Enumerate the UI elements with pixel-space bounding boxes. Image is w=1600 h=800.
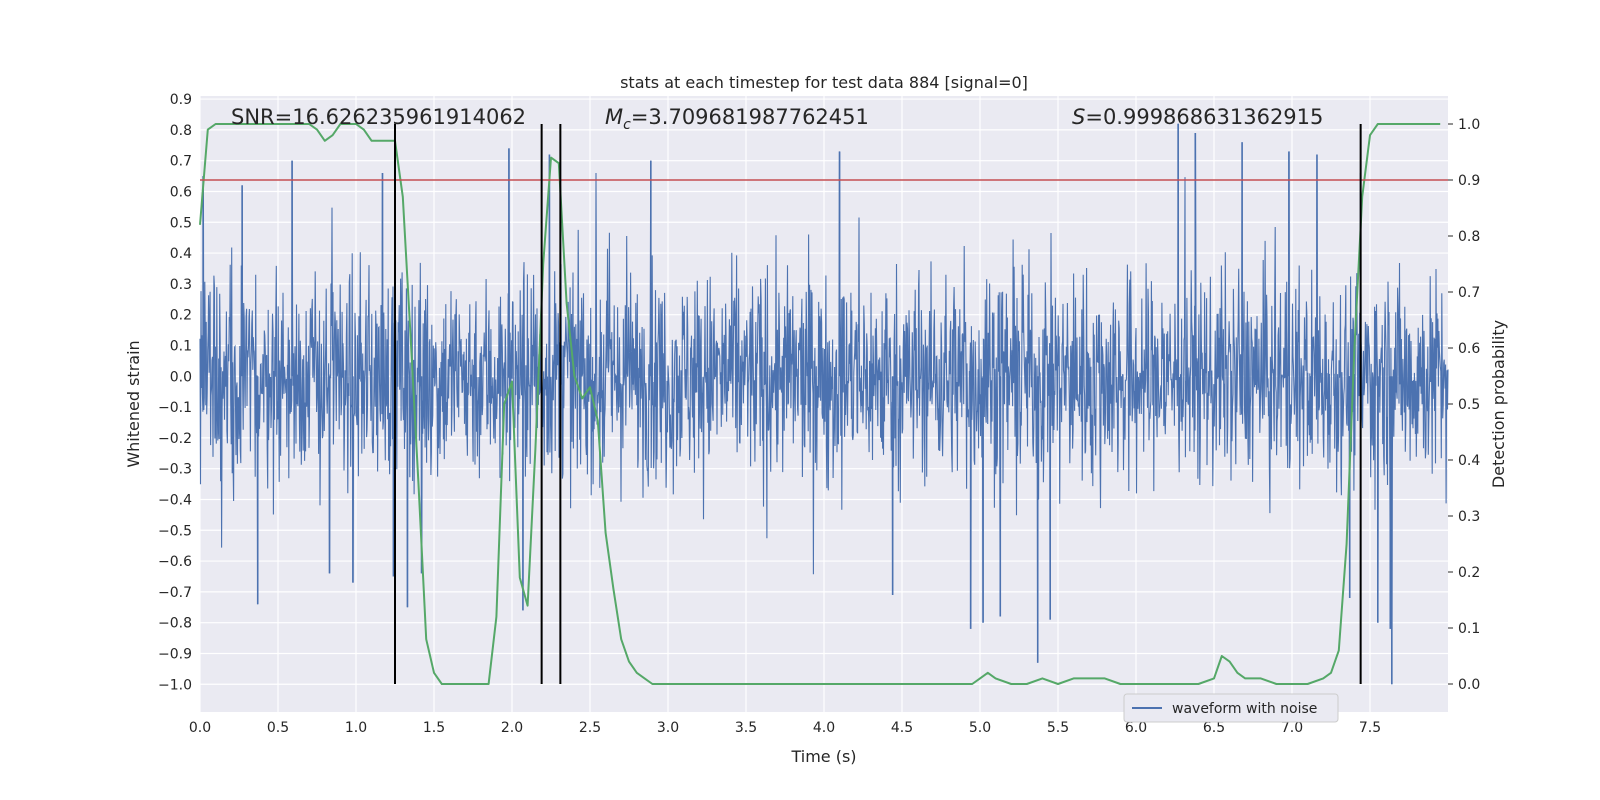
waveform-series <box>199 123 1449 685</box>
x-tick-label: 0.5 <box>267 720 289 736</box>
x-tick-label: 2.5 <box>579 720 601 736</box>
waveform-line <box>199 123 1449 685</box>
x-tick-label: 4.0 <box>813 720 835 736</box>
s-annotation: S=0.999868631362915 <box>1072 105 1323 129</box>
y-tick-label: 0.0 <box>170 369 192 385</box>
x-tick-label: 6.5 <box>1203 720 1225 736</box>
snr-annotation: SNR=16.626235961914062 <box>231 105 526 129</box>
y-tick-label: 0.8 <box>170 123 192 139</box>
y-tick-label: −0.1 <box>158 400 192 416</box>
y-tick-label: −0.6 <box>158 554 192 570</box>
x-tick-label: 4.5 <box>891 720 913 736</box>
y-tick-label: −0.7 <box>158 585 192 601</box>
y2-tick-label: 0.6 <box>1458 341 1480 357</box>
y-tick-label: −0.2 <box>158 431 192 447</box>
y-tick-label: 0.9 <box>170 92 192 108</box>
y2-tick-label: 0.7 <box>1458 285 1480 301</box>
y-tick-label: −1.0 <box>158 677 192 693</box>
y-tick-label: 0.5 <box>170 215 192 231</box>
x-tick-labels: 0.0 0.5 1.0 1.5 2.0 2.5 3.0 3.5 4.0 4.5 5.0 5.5 6.0 6… <box>189 720 1381 736</box>
y-tick-labels: 0.9 0.8 0.7 0.6 0.5 0.4 0.3 0.2 0.1 0.0 −0.1 −0.2 −0… <box>158 92 192 693</box>
y2-tick-labels: 1.0 0.9 0.8 0.7 0.6 0.5 0.4 0.3 0.2 0.1 0.0 <box>1448 117 1480 693</box>
probability-series <box>199 123 1441 685</box>
y-tick-label: −0.5 <box>158 523 192 539</box>
x-tick-label: 5.5 <box>1047 720 1069 736</box>
x-axis-label: Time (s) <box>790 747 856 766</box>
x-tick-label: 7.0 <box>1281 720 1303 736</box>
y2-tick-label: 1.0 <box>1458 117 1480 133</box>
y-tick-label: 0.2 <box>170 308 192 324</box>
y2-tick-label: 0.4 <box>1458 453 1480 469</box>
s-symbol: S <box>1072 105 1085 129</box>
y2-tick-label: 0.2 <box>1458 565 1480 581</box>
x-tick-label: 7.5 <box>1359 720 1381 736</box>
y2-tick-label: 0.5 <box>1458 397 1480 413</box>
x-tick-label: 0.0 <box>189 720 211 736</box>
y-tick-label: 0.6 <box>170 184 192 200</box>
vertical-markers <box>394 124 1362 684</box>
y2-tick-label: 0.1 <box>1458 621 1480 637</box>
legend: waveform with noise <box>1123 693 1339 723</box>
chart-title: stats at each timestep for test data 884… <box>620 73 1028 92</box>
chirp-mass-symbol: M <box>605 105 623 129</box>
x-tick-label: 2.0 <box>501 720 523 736</box>
y2-tick-label: 0.3 <box>1458 509 1480 525</box>
y-tick-label: −0.4 <box>158 492 192 508</box>
y-tick-label: 0.1 <box>170 338 192 354</box>
x-tick-label: 3.0 <box>657 720 679 736</box>
y-tick-label: 0.7 <box>170 154 192 170</box>
legend-label: waveform with noise <box>1172 701 1317 717</box>
y2-tick-label: 0.8 <box>1458 229 1480 245</box>
y-tick-label: −0.3 <box>158 462 192 478</box>
y2-tick-label: 0.0 <box>1458 677 1480 693</box>
x-tick-label: 1.5 <box>423 720 445 736</box>
y-tick-label: −0.8 <box>158 616 192 632</box>
y-tick-label: 0.3 <box>170 277 192 293</box>
x-tick-label: 5.0 <box>969 720 991 736</box>
chirp-mass-value: =3.709681987762451 <box>631 105 869 129</box>
chirp-mass-annotation: Mc=3.709681987762451 <box>605 105 869 133</box>
x-tick-label: 3.5 <box>735 720 757 736</box>
legend-box <box>1123 693 1339 723</box>
x-tick-label: 1.0 <box>345 720 367 736</box>
y2-tick-label: 0.9 <box>1458 173 1480 189</box>
chirp-mass-subscript: c <box>623 117 631 133</box>
y2-axis-label: Detection probability <box>1489 320 1508 488</box>
y-tick-label: 0.4 <box>170 246 192 262</box>
s-value: =0.999868631362915 <box>1085 105 1323 129</box>
y-tick-label: −0.9 <box>158 646 192 662</box>
probability-line <box>199 123 1441 685</box>
x-tick-label: 6.0 <box>1125 720 1147 736</box>
y-axis-label: Whitened strain <box>124 340 143 467</box>
